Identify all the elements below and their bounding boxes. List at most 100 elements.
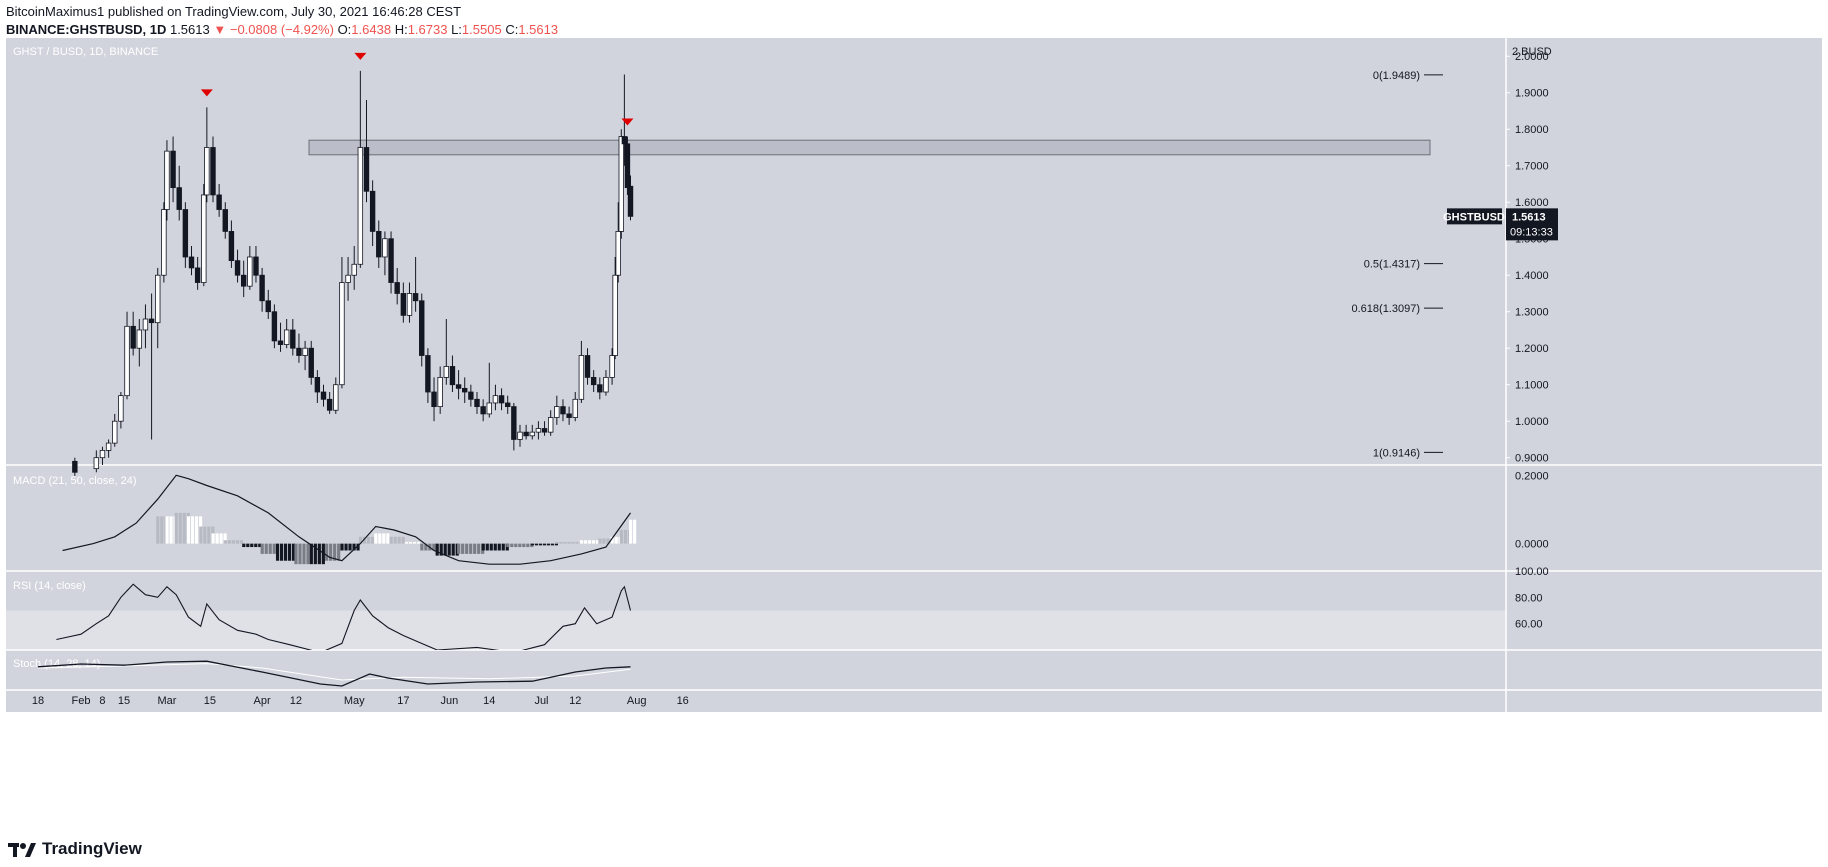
candle-up xyxy=(302,347,308,356)
close-value: 1.5613 xyxy=(518,22,559,37)
y-tick-label: 1.0000 xyxy=(1515,416,1549,428)
macd-histogram-bar xyxy=(287,543,292,561)
macd-histogram-bar xyxy=(619,529,623,544)
macd-histogram-bar xyxy=(555,541,559,544)
macd-histogram-bar xyxy=(614,536,618,544)
macd-histogram-bar xyxy=(207,526,211,544)
macd-histogram-bar xyxy=(493,543,497,551)
candle-down xyxy=(511,406,517,440)
macd-histogram-bar xyxy=(291,543,296,561)
stoch-k-line xyxy=(37,660,631,687)
candle-up xyxy=(164,150,170,210)
candle-up xyxy=(618,136,624,232)
macd-histogram-bar xyxy=(174,512,178,544)
macd-histogram-bar xyxy=(203,526,207,544)
y-tick-label: 1.8000 xyxy=(1515,124,1549,136)
macd-histogram-bar xyxy=(362,536,367,544)
y-axis-unit-label: 2 BUSD xyxy=(1512,46,1552,58)
macd-histogram-bar xyxy=(451,543,455,556)
rsi-band xyxy=(6,610,1506,650)
candle-up xyxy=(603,377,609,393)
macd-histogram-bar xyxy=(169,516,173,544)
x-axis-background xyxy=(6,690,1506,712)
candle-down xyxy=(170,150,176,189)
macd-histogram-bar xyxy=(302,543,306,565)
macd-histogram-bar xyxy=(633,519,637,544)
candle-up xyxy=(136,329,143,349)
rsi-y-tick-label: 60.00 xyxy=(1515,619,1543,631)
symbol-pair: BINANCE:GHSTBUSD, 1D xyxy=(6,22,167,37)
candle-down xyxy=(188,256,195,269)
macd-histogram-bar xyxy=(457,543,461,554)
macd-histogram-bar xyxy=(258,543,262,548)
candle-down xyxy=(363,147,370,192)
countdown: 09:13:33 xyxy=(1510,226,1553,238)
candle-up xyxy=(547,417,554,433)
macd-histogram-bar xyxy=(374,533,378,544)
tradingview-logo-icon xyxy=(8,843,36,857)
macd-histogram-bar xyxy=(623,529,627,544)
macd-histogram-bar xyxy=(401,536,405,544)
macd-line xyxy=(62,474,631,565)
macd-histogram-bar xyxy=(378,533,382,544)
last-price-symbol: GHSTBUSD xyxy=(1443,211,1505,223)
candle-down xyxy=(431,391,437,408)
candle-down xyxy=(228,231,235,262)
candle-down xyxy=(400,293,407,316)
candle-down xyxy=(505,402,511,408)
candle-down xyxy=(253,256,259,276)
macd-histogram-bar xyxy=(412,541,417,544)
macd-histogram-bar xyxy=(333,543,337,561)
candle-up xyxy=(204,147,210,196)
macd-histogram-bar xyxy=(231,540,235,544)
top-marker-triangle xyxy=(621,118,634,126)
macd-histogram-bar xyxy=(317,543,321,565)
candle-down xyxy=(320,391,327,400)
candle-up xyxy=(124,325,130,397)
candle-up xyxy=(529,431,535,437)
macd-histogram-bar xyxy=(469,543,473,554)
tradingview-logo[interactable]: TradingView xyxy=(8,839,142,859)
candle-up xyxy=(283,329,290,345)
x-tick-label: 14 xyxy=(483,695,495,707)
candle-down xyxy=(560,406,566,415)
macd-histogram-bar xyxy=(389,536,393,544)
top-marker-triangle xyxy=(200,89,213,97)
x-tick-label: Feb xyxy=(71,695,90,707)
y-tick-label: 1.9000 xyxy=(1515,88,1549,100)
candle-down xyxy=(222,209,228,232)
candle-up xyxy=(118,395,124,422)
candle-up xyxy=(517,431,523,440)
x-tick-label: 17 xyxy=(397,695,409,707)
candle-down xyxy=(296,347,302,356)
macd-y-tick-label: 0.0000 xyxy=(1515,539,1549,551)
candle-up xyxy=(554,406,560,418)
publisher-line: BitcoinMaximus1 published on TradingView… xyxy=(6,4,462,19)
macd-histogram-bar xyxy=(473,543,477,554)
candle-up xyxy=(161,209,167,276)
macd-y-tick-label: 0.2000 xyxy=(1515,470,1549,482)
high-label: H: xyxy=(394,22,408,37)
macd-histogram-bar xyxy=(275,543,280,561)
macd-histogram-bar xyxy=(366,536,371,544)
x-tick-label: Jun xyxy=(441,695,459,707)
macd-histogram-bar xyxy=(575,541,579,544)
macd-histogram-bar xyxy=(591,540,596,544)
macd-histogram-bar xyxy=(340,543,344,551)
x-tick-label: May xyxy=(344,695,365,707)
macd-histogram-bar xyxy=(235,540,239,544)
macd-histogram-bar xyxy=(518,543,522,548)
candle-up xyxy=(612,274,618,356)
candle-up xyxy=(615,231,621,276)
candle-down xyxy=(314,377,321,393)
resistance-zone xyxy=(308,139,1431,156)
chart-title: GHST / BUSD, 1D, BINANCE xyxy=(13,46,158,58)
macd-histogram-bar xyxy=(393,536,397,544)
candle-down xyxy=(182,209,189,258)
macd-histogram-bar xyxy=(534,543,538,546)
candle-up xyxy=(339,282,345,386)
macd-histogram-bar xyxy=(514,543,518,548)
macd-histogram-bar xyxy=(629,519,633,544)
macd-histogram-bar xyxy=(408,541,413,544)
